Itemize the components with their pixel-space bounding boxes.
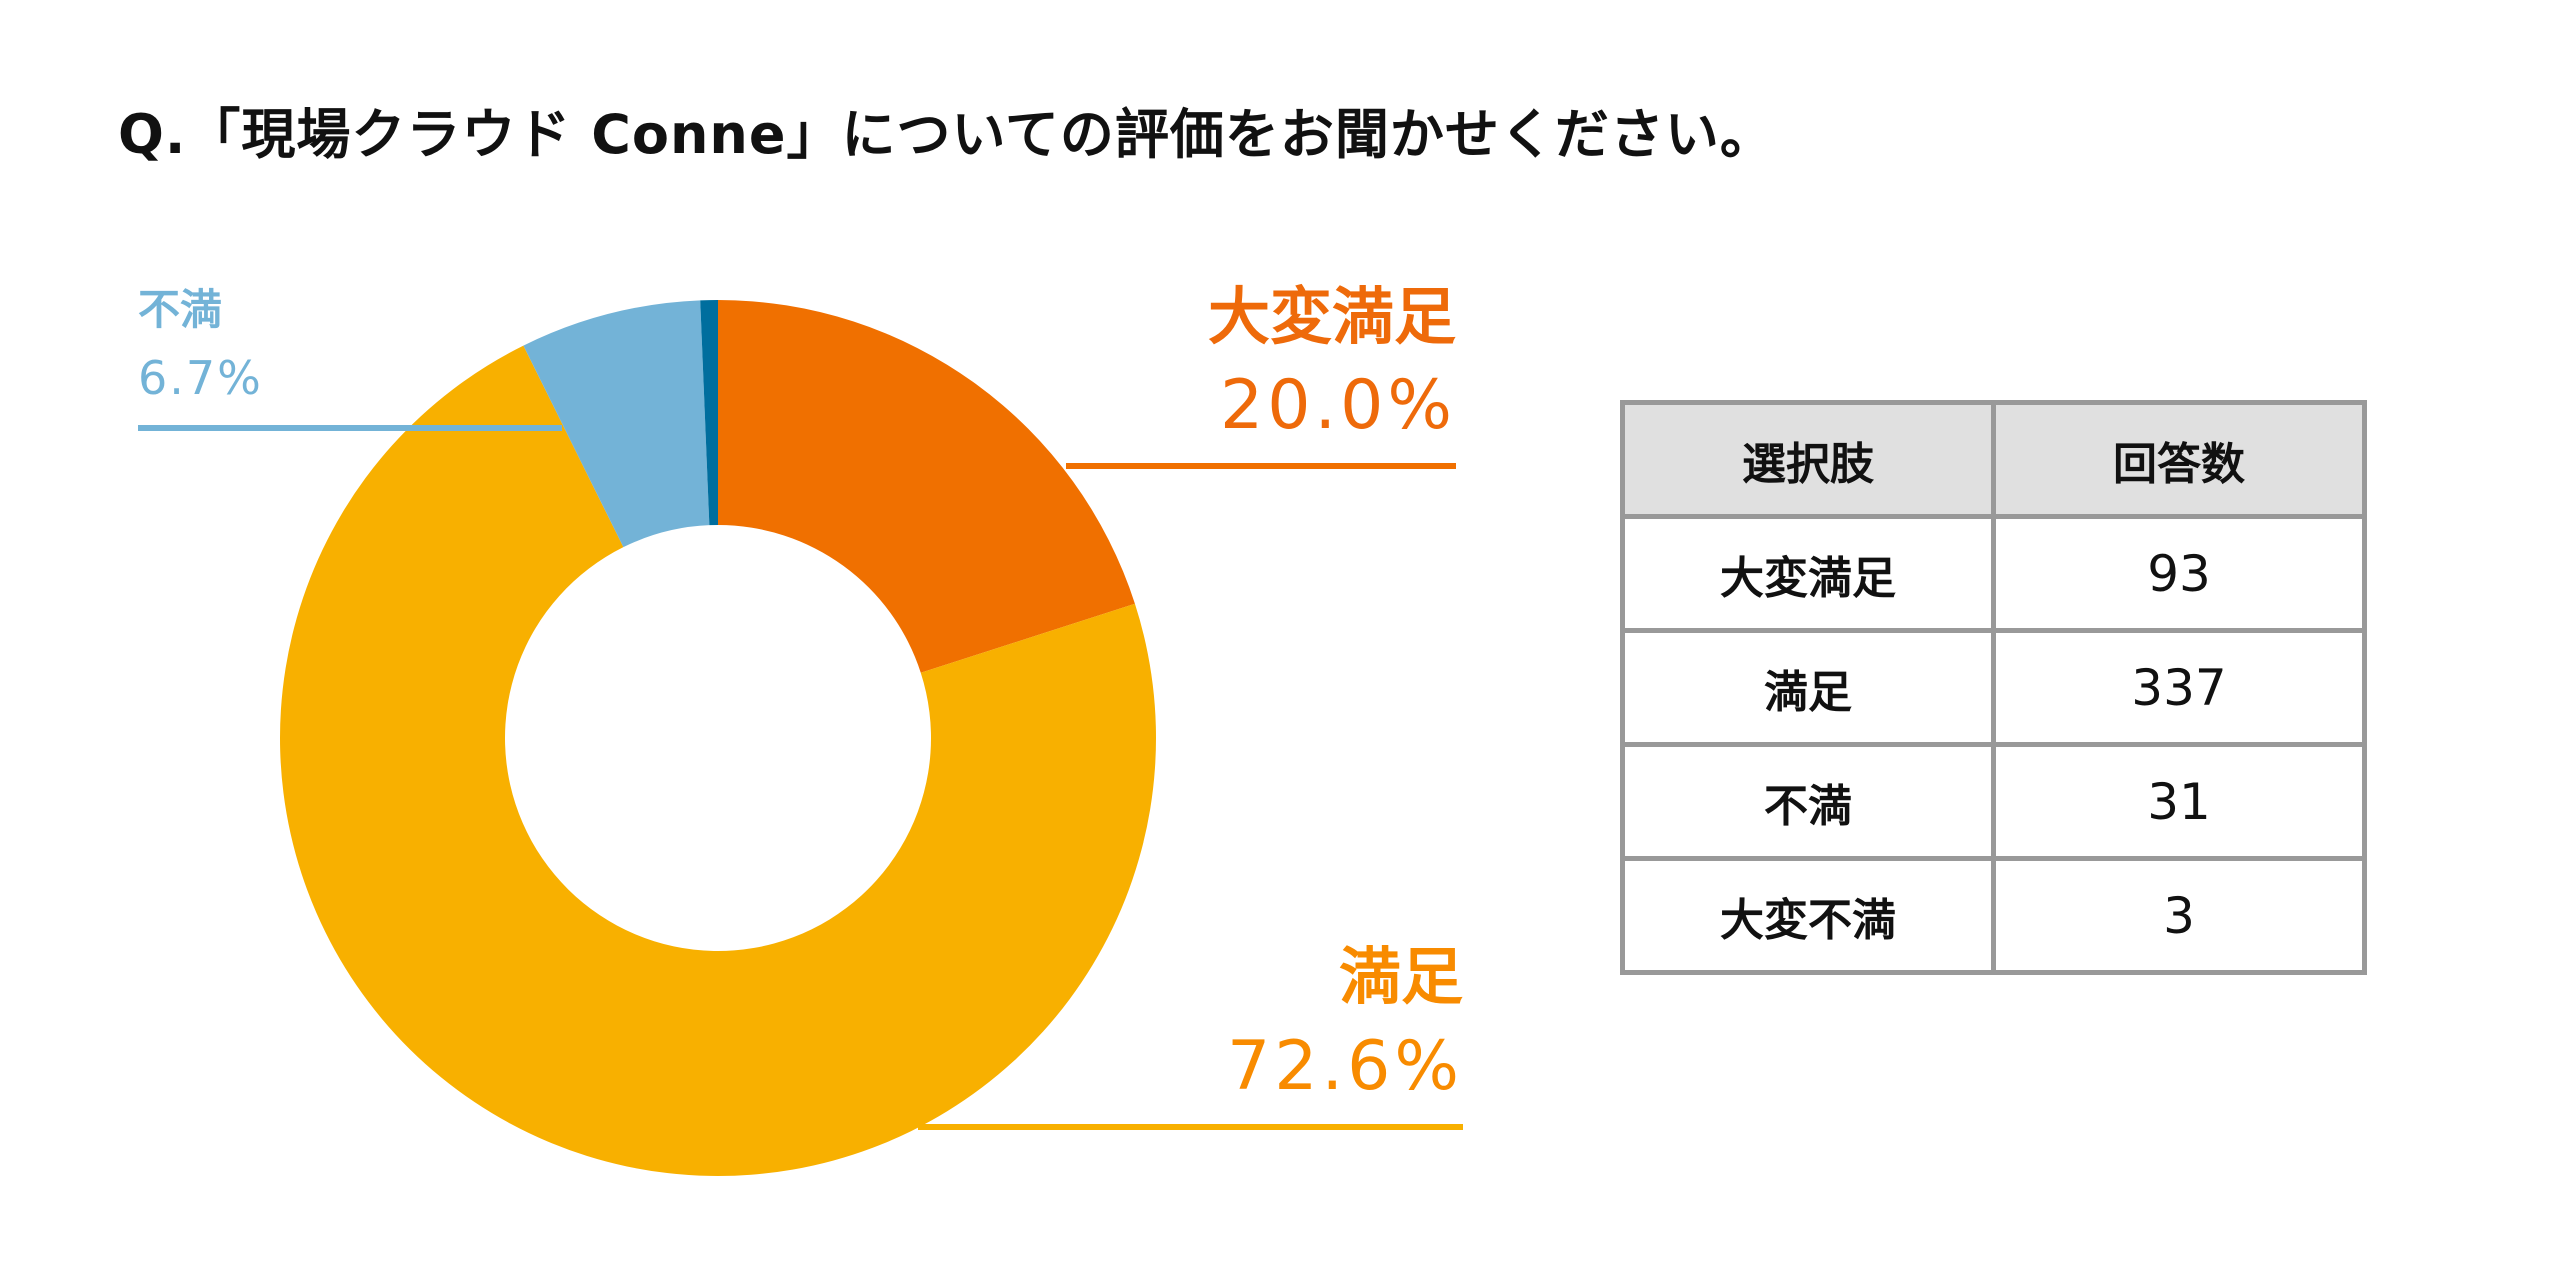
donut-slice-4 (700, 300, 718, 526)
row-count: 3 (1991, 856, 2367, 975)
table-row: 大変満足 93 (1620, 514, 2367, 633)
chart-title: Q.「現場クラウド Conne」についての評価をお聞かせください。 (118, 103, 1775, 166)
label-very-satisfied-name: 大変満足 (1208, 280, 1456, 353)
label-satisfied-name: 満足 (1339, 940, 1463, 1013)
header-count: 回答数 (1991, 400, 2367, 519)
table-row: 不満 31 (1620, 742, 2367, 861)
donut-slices (279, 300, 1156, 1177)
donut-slice-3 (523, 300, 710, 548)
row-count: 337 (1991, 628, 2367, 747)
label-very-satisfied-percent: 20.0% (1220, 366, 1456, 445)
label-dissatisfied-name: 不満 (138, 285, 222, 334)
row-count: 93 (1991, 514, 2367, 633)
label-satisfied-percent: 72.6% (1227, 1027, 1463, 1106)
table-row: 大変不満 3 (1620, 856, 2367, 975)
row-choice: 不満 (1620, 742, 1996, 861)
donut-slice-2 (279, 345, 1156, 1177)
row-choice: 満足 (1620, 628, 1996, 747)
header-choice: 選択肢 (1620, 400, 1996, 519)
table-row: 満足 337 (1620, 628, 2367, 747)
response-table: 選択肢 回答数 大変満足 93 満足 337 不満 31 大変不満 3 (1620, 400, 2367, 975)
donut-slice-1 (718, 300, 1135, 673)
row-count: 31 (1991, 742, 2367, 861)
row-choice: 大変不満 (1620, 856, 1996, 975)
label-dissatisfied-percent: 6.7% (138, 351, 263, 405)
row-choice: 大変満足 (1620, 514, 1996, 633)
table-header-row: 選択肢 回答数 (1620, 400, 2367, 519)
